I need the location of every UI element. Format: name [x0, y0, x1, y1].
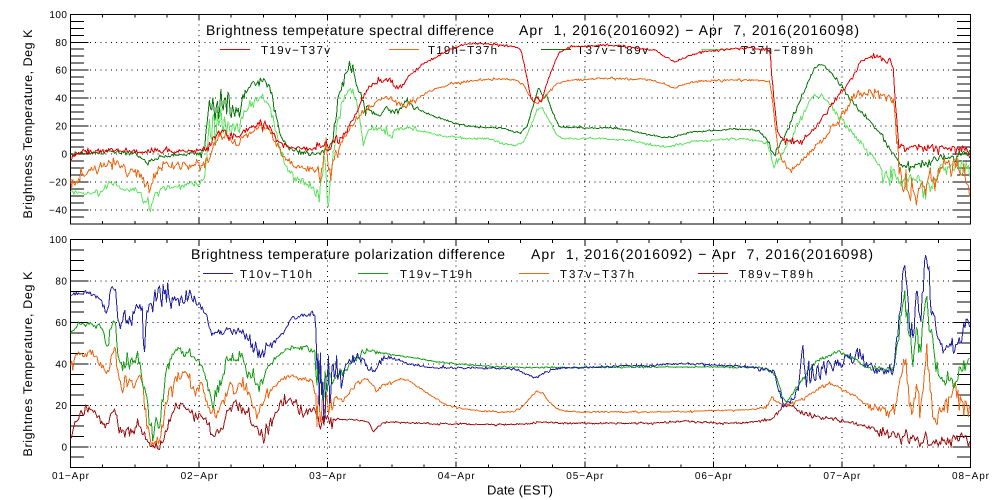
svg-text:T37v−T37h: T37v−T37h — [560, 269, 634, 281]
svg-text:T19v−T19h: T19v−T19h — [400, 269, 472, 281]
svg-text:40: 40 — [55, 359, 67, 370]
svg-text:T37h−T89h: T37h−T89h — [741, 45, 813, 57]
svg-text:03−Apr: 03−Apr — [309, 471, 347, 482]
svg-text:0: 0 — [61, 150, 67, 161]
svg-text:80: 80 — [55, 38, 67, 49]
svg-text:20: 20 — [55, 401, 67, 412]
svg-text:04−Apr: 04−Apr — [438, 471, 476, 482]
svg-text:−40: −40 — [49, 206, 67, 217]
svg-text:Brightness temperature spectra: Brightness temperature spectral differen… — [206, 22, 494, 38]
svg-text:05−Apr: 05−Apr — [566, 471, 604, 482]
svg-text:Brightnes Temperature, Deg K: Brightnes Temperature, Deg K — [21, 271, 35, 457]
svg-text:−20: −20 — [49, 178, 67, 189]
svg-text:0: 0 — [61, 442, 67, 453]
svg-text:20: 20 — [55, 122, 67, 133]
svg-text:T10v−T10h: T10v−T10h — [240, 269, 312, 281]
svg-text:60: 60 — [55, 318, 67, 329]
svg-text:Apr 1, 2016(2016092) − Apr 7: Apr 1, 2016(2016092) − Apr 7, 2016(20160… — [519, 22, 859, 38]
svg-text:Date (EST): Date (EST) — [487, 483, 553, 498]
svg-text:100: 100 — [49, 10, 67, 21]
svg-text:40: 40 — [55, 94, 67, 105]
svg-text:80: 80 — [55, 277, 67, 288]
svg-text:01−Apr: 01−Apr — [52, 471, 90, 482]
svg-text:60: 60 — [55, 66, 67, 77]
svg-text:T89v−T89h: T89v−T89h — [739, 269, 813, 281]
svg-text:02−Apr: 02−Apr — [181, 471, 219, 482]
svg-text:T19v−T37v: T19v−T37v — [261, 45, 330, 57]
svg-text:06−Apr: 06−Apr — [695, 471, 733, 482]
svg-text:Brightness Temperature, Deg K: Brightness Temperature, Deg K — [21, 29, 35, 219]
svg-text:07−Apr: 07−Apr — [823, 471, 861, 482]
svg-text:100: 100 — [49, 235, 67, 246]
svg-text:T19h−T37h: T19h−T37h — [428, 45, 497, 57]
svg-text:Brightness temperature polariz: Brightness temperature polarization diff… — [191, 246, 505, 262]
svg-text:T37v−T89v: T37v−T89v — [577, 45, 648, 57]
svg-text:08−Apr: 08−Apr — [952, 471, 990, 482]
svg-text:Apr 1, 2016(2016092) − Apr 7: Apr 1, 2016(2016092) − Apr 7, 2016(20160… — [531, 246, 873, 262]
